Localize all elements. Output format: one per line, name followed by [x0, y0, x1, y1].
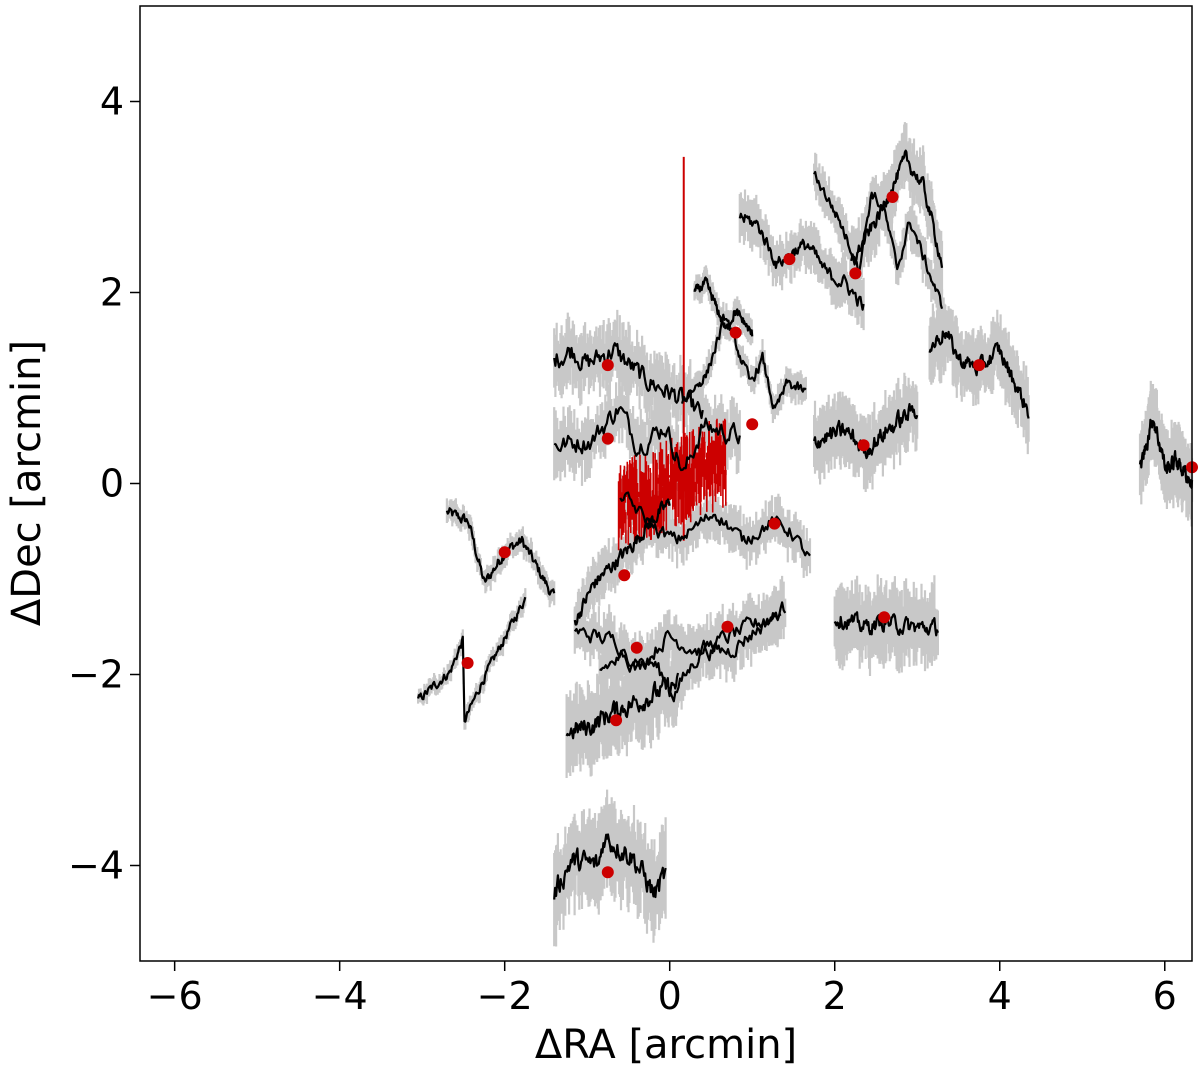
profile-line-3 [553, 342, 704, 420]
y-tick-label: −2 [68, 653, 124, 697]
center-point-8 [610, 714, 623, 727]
profile-line-5 [573, 498, 671, 626]
profile-line-16 [813, 403, 919, 460]
profile-line-19 [1138, 418, 1194, 489]
center-point-4 [601, 432, 614, 445]
highlight-profile [617, 156, 727, 551]
y-axis: −4 −2 0 2 4 [68, 80, 140, 888]
profile-line-15 [850, 149, 944, 268]
profile-line-14 [813, 170, 944, 310]
highlight-noise [617, 418, 727, 551]
center-point-14 [849, 267, 862, 280]
center-point-13 [783, 253, 796, 266]
x-axis: −6 −4 −2 0 2 4 6 [147, 961, 1177, 1018]
center-point-9 [601, 866, 614, 879]
y-tick-label: 0 [100, 462, 124, 506]
x-tick-label: −2 [477, 974, 533, 1018]
center-point-5 [618, 569, 631, 582]
x-tick-label: 6 [1153, 974, 1177, 1018]
y-tick-label: −4 [68, 844, 124, 888]
profile-lines [417, 149, 1194, 900]
x-axis-label: ΔRA [arcmin] [535, 1022, 797, 1068]
profile-line-10 [619, 491, 811, 557]
profile-line-9 [553, 833, 667, 900]
center-point-18 [973, 359, 986, 372]
profile-line-1 [445, 507, 556, 596]
profile-line-8 [565, 672, 680, 740]
y-tick-label: 4 [100, 80, 124, 124]
center-point-10 [768, 517, 781, 530]
center-point-2 [461, 657, 474, 669]
x-tick-label: −4 [312, 974, 368, 1018]
profile-line-13 [738, 212, 865, 311]
y-axis-label: ΔDec [arcmin] [4, 340, 50, 626]
center-point-17 [878, 611, 891, 624]
profile-line-6 [573, 613, 782, 673]
profile-line-11 [693, 276, 754, 337]
profile-line-2 [417, 596, 527, 723]
center-point-6 [630, 641, 643, 654]
x-tick-label: 4 [988, 974, 1012, 1018]
center-point-16 [857, 439, 870, 452]
profile-line-12 [681, 313, 807, 410]
center-point-1 [498, 546, 511, 559]
y-tick-label: 2 [100, 271, 124, 315]
profile-line-7 [599, 601, 787, 703]
x-tick-label: −6 [147, 974, 203, 1018]
profile-line-4 [553, 406, 741, 472]
center-point-7 [721, 620, 734, 633]
center-point-15 [886, 191, 899, 203]
x-tick-label: 0 [658, 974, 682, 1018]
center-point-11 [729, 326, 742, 339]
center-point-3 [601, 359, 614, 372]
center-point-12 [746, 418, 759, 431]
x-tick-label: 2 [823, 974, 847, 1018]
center-points [461, 191, 1198, 879]
